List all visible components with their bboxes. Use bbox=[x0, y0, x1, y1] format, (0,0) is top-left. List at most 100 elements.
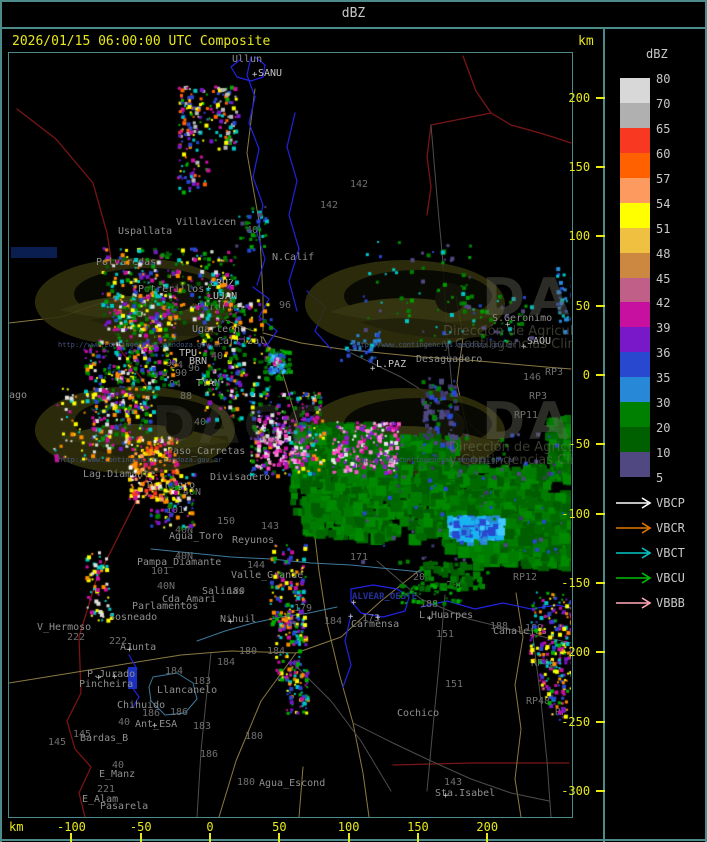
right-axis-tick bbox=[596, 512, 605, 515]
colorbar-band bbox=[620, 452, 650, 478]
radar-echo-canvas bbox=[10, 54, 571, 816]
titlebar-separator bbox=[0, 27, 707, 29]
right-axis-tick-label: -50 bbox=[568, 437, 591, 452]
bottom-axis-tick bbox=[347, 833, 350, 842]
colorbar-value-label: 54 bbox=[656, 196, 671, 211]
colorbar-value-label: 70 bbox=[656, 96, 671, 111]
colorbar-band bbox=[620, 127, 650, 153]
right-axis-tick bbox=[596, 374, 605, 376]
watermark-brand: DACC bbox=[482, 392, 573, 452]
colorbar-value-label: 45 bbox=[656, 271, 671, 286]
bottom-axis-tick bbox=[278, 833, 281, 842]
watermark-url: http://www.contingencias.mendoza.gov.ar bbox=[352, 456, 517, 464]
watermark-url: http://www.contingencias.mendoza.gov.ar bbox=[58, 341, 223, 349]
colorbar-value-label: 20 bbox=[656, 421, 671, 436]
colorbar-value-label: 5 bbox=[656, 471, 664, 486]
vector-label: VBBB bbox=[656, 596, 685, 610]
colorbar-value-label: 30 bbox=[656, 396, 671, 411]
right-axis-tick-label: -300 bbox=[561, 783, 591, 798]
right-axis-tick-label: 50 bbox=[575, 298, 591, 313]
colorbar-band bbox=[620, 402, 650, 428]
watermark-url: http://www.contingencias.mendoza.gov.ar bbox=[352, 341, 517, 349]
colorbar-value-label: 60 bbox=[656, 146, 671, 161]
colorbar-band bbox=[620, 377, 650, 403]
colorbar-band bbox=[620, 252, 650, 278]
right-axis-tick-label: -200 bbox=[561, 645, 591, 660]
right-axis-tick-label: 150 bbox=[568, 160, 591, 175]
right-axis-tick bbox=[596, 789, 605, 792]
bottom-axis-unit: km bbox=[9, 820, 24, 834]
watermark-caption: Dirección de Agriculturay Contingencias … bbox=[443, 324, 572, 352]
radar-map: DACCDACCDACCDirección de Agriculturay Co… bbox=[8, 52, 573, 818]
colorbar-band bbox=[620, 152, 650, 178]
colorbar-band bbox=[620, 202, 650, 228]
bottom-axis-tick bbox=[209, 833, 211, 842]
vector-arrow-icon bbox=[616, 547, 652, 559]
vector-label: VBCR bbox=[656, 521, 685, 535]
colorbar-band bbox=[620, 102, 650, 128]
bottom-axis-tick-label: 200 bbox=[476, 820, 499, 834]
colorbar-band bbox=[620, 227, 650, 253]
panel-divider bbox=[603, 27, 605, 842]
watermark-brand: DACC bbox=[482, 268, 573, 328]
colorbar-value-label: 51 bbox=[656, 221, 671, 236]
page-title: dBZ bbox=[341, 6, 366, 21]
outer-border-right bbox=[705, 0, 707, 842]
bottom-axis-tick bbox=[70, 833, 73, 842]
right-axis-tick bbox=[596, 581, 605, 584]
right-axis-tick-label: 100 bbox=[568, 229, 591, 244]
outer-border-bottom bbox=[0, 839, 707, 841]
watermark-caption: Dirección de Agriculturay Contingencias … bbox=[449, 440, 572, 468]
right-axis-tick-label: -250 bbox=[561, 714, 591, 729]
right-axis-tick bbox=[596, 720, 605, 723]
bottom-axis-tick-label: -100 bbox=[57, 820, 86, 834]
colorbar-value-label: 65 bbox=[656, 121, 671, 136]
outer-border-top bbox=[0, 0, 707, 2]
vector-label: VBCU bbox=[656, 571, 685, 585]
right-axis-tick bbox=[596, 304, 605, 307]
right-axis-tick bbox=[596, 166, 605, 169]
right-axis-tick-label: -150 bbox=[561, 575, 591, 590]
colorbar-value-label: 36 bbox=[656, 346, 671, 361]
right-axis-tick bbox=[596, 96, 605, 99]
right-axis-tick-label: 200 bbox=[568, 90, 591, 105]
bottom-axis-tick bbox=[486, 833, 489, 842]
colorbar-band bbox=[620, 427, 650, 453]
colorbar-value-label: 57 bbox=[656, 171, 671, 186]
vector-label: VBCP bbox=[656, 496, 685, 510]
bottom-axis-tick-label: 100 bbox=[337, 820, 360, 834]
outer-border-left bbox=[0, 0, 2, 842]
bottom-axis-tick bbox=[139, 833, 142, 842]
watermark-url: http://www.contingencias.mendoza.gov.ar bbox=[58, 456, 223, 464]
bottom-axis-tick-label: -50 bbox=[129, 820, 152, 834]
bottom-axis-tick-label: 150 bbox=[407, 820, 429, 834]
right-axis-tick-label: -100 bbox=[561, 506, 591, 521]
colorbar-value-label: 42 bbox=[656, 296, 671, 311]
vector-label: VBCT bbox=[656, 546, 685, 560]
colorbar-title: dBZ bbox=[646, 47, 668, 61]
watermark-brand: DACC bbox=[152, 396, 328, 456]
right-axis-unit: km bbox=[578, 34, 594, 49]
bottom-axis-tick-label: 50 bbox=[272, 820, 287, 834]
vector-arrow-icon bbox=[616, 522, 652, 534]
timestamp-label: 2026/01/15 06:00:00 UTC Composite bbox=[12, 34, 271, 49]
colorbar-band bbox=[620, 277, 650, 303]
right-axis-tick bbox=[596, 235, 605, 238]
colorbar-band bbox=[620, 302, 650, 328]
colorbar-band bbox=[620, 177, 650, 203]
vector-arrow-icon bbox=[616, 497, 652, 509]
colorbar-band bbox=[620, 78, 650, 103]
vector-arrow-icon bbox=[616, 572, 652, 584]
colorbar-value-label: 39 bbox=[656, 321, 671, 336]
colorbar-value-label: 80 bbox=[656, 72, 671, 86]
colorbar-band bbox=[620, 327, 650, 353]
colorbar-value-label: 35 bbox=[656, 371, 671, 386]
colorbar-value-label: 48 bbox=[656, 246, 671, 261]
colorbar-band bbox=[620, 352, 650, 378]
right-axis-tick-label: 0 bbox=[582, 368, 591, 382]
bottom-axis-tick bbox=[416, 833, 419, 842]
right-axis-tick bbox=[596, 651, 605, 654]
right-axis-tick bbox=[596, 443, 605, 446]
colorbar-value-label: 10 bbox=[656, 446, 671, 461]
